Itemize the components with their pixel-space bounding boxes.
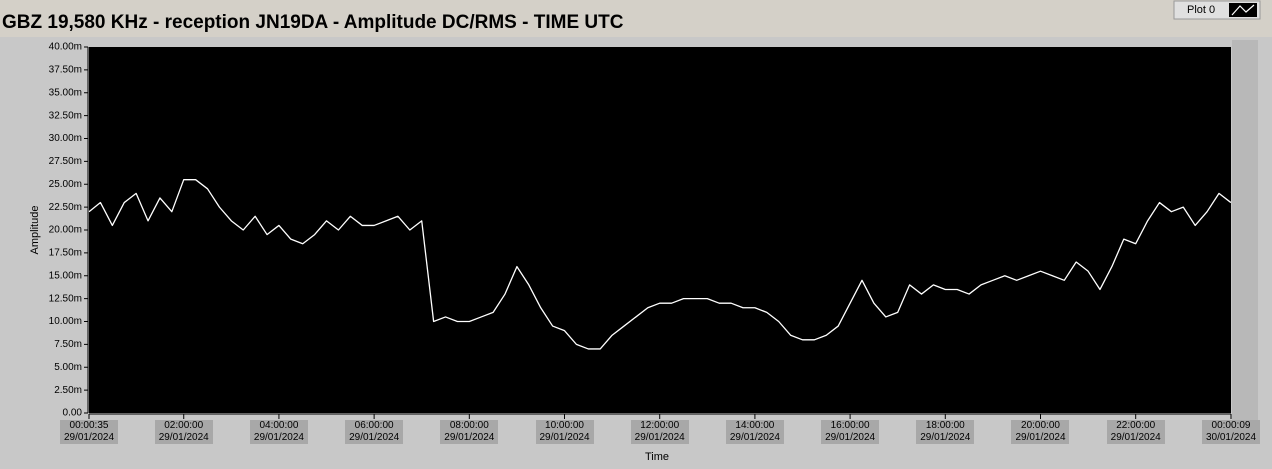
- data-line: [88, 179, 1232, 350]
- x-tick-label: 22:00:00 29/01/2024: [1106, 420, 1165, 444]
- y-tick-label: 32.50m: [49, 110, 82, 121]
- y-tick-label: 0.00: [63, 408, 83, 419]
- y-tick-label: 7.50m: [54, 339, 82, 350]
- y-tick-label: 2.50m: [54, 385, 82, 396]
- x-tick-label: 00:00:35 29/01/2024: [60, 420, 118, 444]
- x-tick-label: 10:00:00 29/01/2024: [535, 420, 594, 444]
- y-tick-label: 22.50m: [49, 202, 82, 213]
- x-tick-label: 08:00:00 29/01/2024: [440, 420, 499, 444]
- chart-title: GBZ 19,580 KHz - reception JN19DA - Ampl…: [2, 12, 624, 33]
- x-tick-label: 00:00:09 30/01/2024: [1202, 420, 1260, 444]
- y-tick-label: 5.00m: [54, 362, 82, 373]
- y-tick-label: 30.00m: [49, 133, 82, 144]
- y-tick-label: 15.00m: [49, 270, 82, 281]
- side-panel: [1232, 40, 1258, 420]
- y-tick-label: 10.00m: [49, 316, 82, 327]
- x-tick-label: 14:00:00 29/01/2024: [725, 420, 784, 444]
- y-tick-label: 20.00m: [49, 225, 82, 236]
- legend-swatch: [1231, 4, 1255, 16]
- y-axis-label: Amplitude: [29, 206, 41, 255]
- x-tick-label: 12:00:00 29/01/2024: [630, 420, 689, 444]
- x-tick-label: 16:00:00 29/01/2024: [821, 420, 880, 444]
- y-tick-label: 37.50m: [49, 65, 82, 76]
- y-tick-label: 40.00m: [49, 42, 82, 53]
- legend-label: Plot 0: [1187, 4, 1215, 16]
- y-tick-label: 35.00m: [49, 87, 82, 98]
- x-tick-label: 02:00:00 29/01/2024: [154, 420, 213, 444]
- y-tick-label: 25.00m: [49, 179, 82, 190]
- y-tick-label: 27.50m: [49, 156, 82, 167]
- x-tick-label: 06:00:00 29/01/2024: [345, 420, 404, 444]
- x-tick-label: 18:00:00 29/01/2024: [916, 420, 975, 444]
- plot-area: [89, 47, 1231, 413]
- x-tick-label: 04:00:00 29/01/2024: [249, 420, 308, 444]
- y-tick-label: 12.50m: [49, 293, 82, 304]
- legend-swatch-bg: [1229, 3, 1257, 17]
- y-tick-label: 17.50m: [49, 248, 82, 259]
- x-tick-label: 20:00:00 29/01/2024: [1011, 420, 1070, 444]
- x-axis-label: Time: [645, 451, 669, 463]
